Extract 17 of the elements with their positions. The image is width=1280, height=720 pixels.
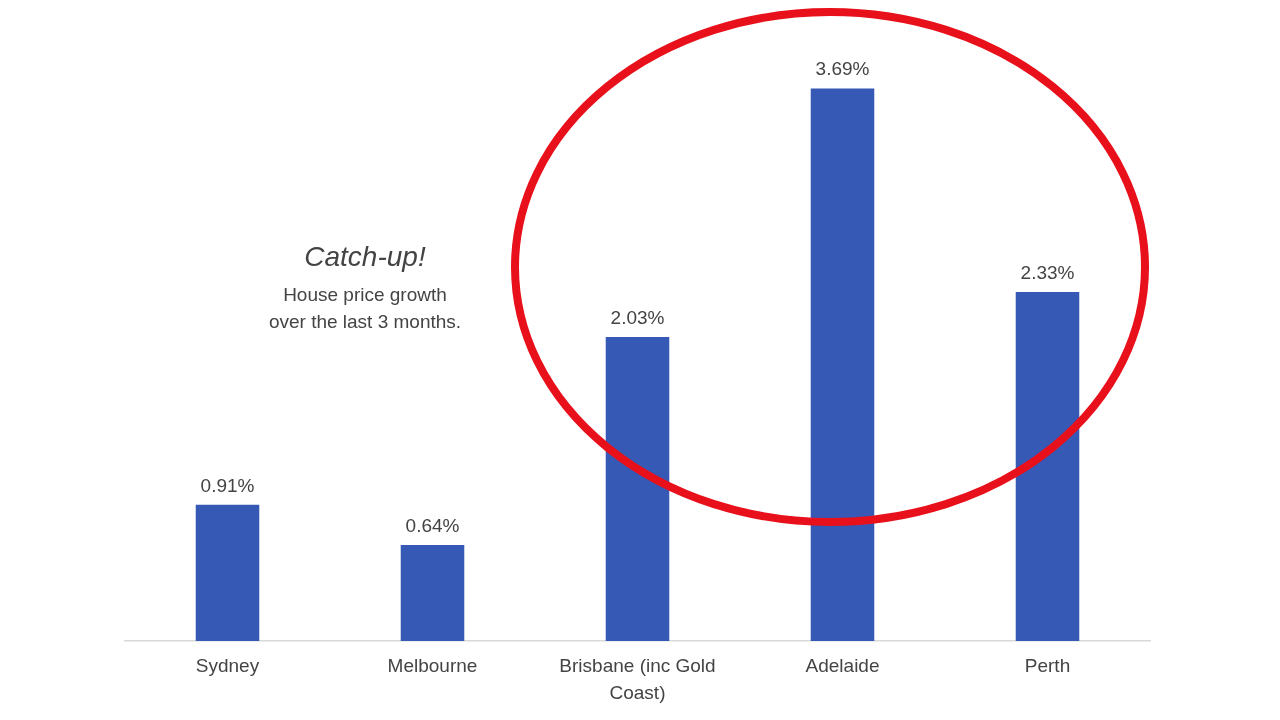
- data-label: 2.03%: [610, 306, 665, 328]
- x-tick-label: Melbourne: [387, 654, 478, 676]
- bar: [400, 545, 465, 641]
- data-label: 0.91%: [200, 474, 255, 496]
- bar: [195, 504, 260, 641]
- x-tick-label: Adelaide: [805, 654, 880, 676]
- x-tick-label: Perth: [1024, 654, 1071, 676]
- bar: [605, 336, 670, 641]
- x-tick-label: Sydney: [195, 654, 260, 676]
- text: House price growth over the last 3 months.: [267, 283, 463, 334]
- bar: [1015, 292, 1080, 641]
- text: Catch-up!: [303, 240, 427, 274]
- data-label: 0.64%: [405, 515, 460, 537]
- bar: [810, 88, 875, 641]
- data-label: 2.33%: [1020, 262, 1075, 284]
- data-label: 3.69%: [815, 58, 870, 80]
- x-tick-label: Brisbane (inc Gold Coast): [559, 654, 716, 704]
